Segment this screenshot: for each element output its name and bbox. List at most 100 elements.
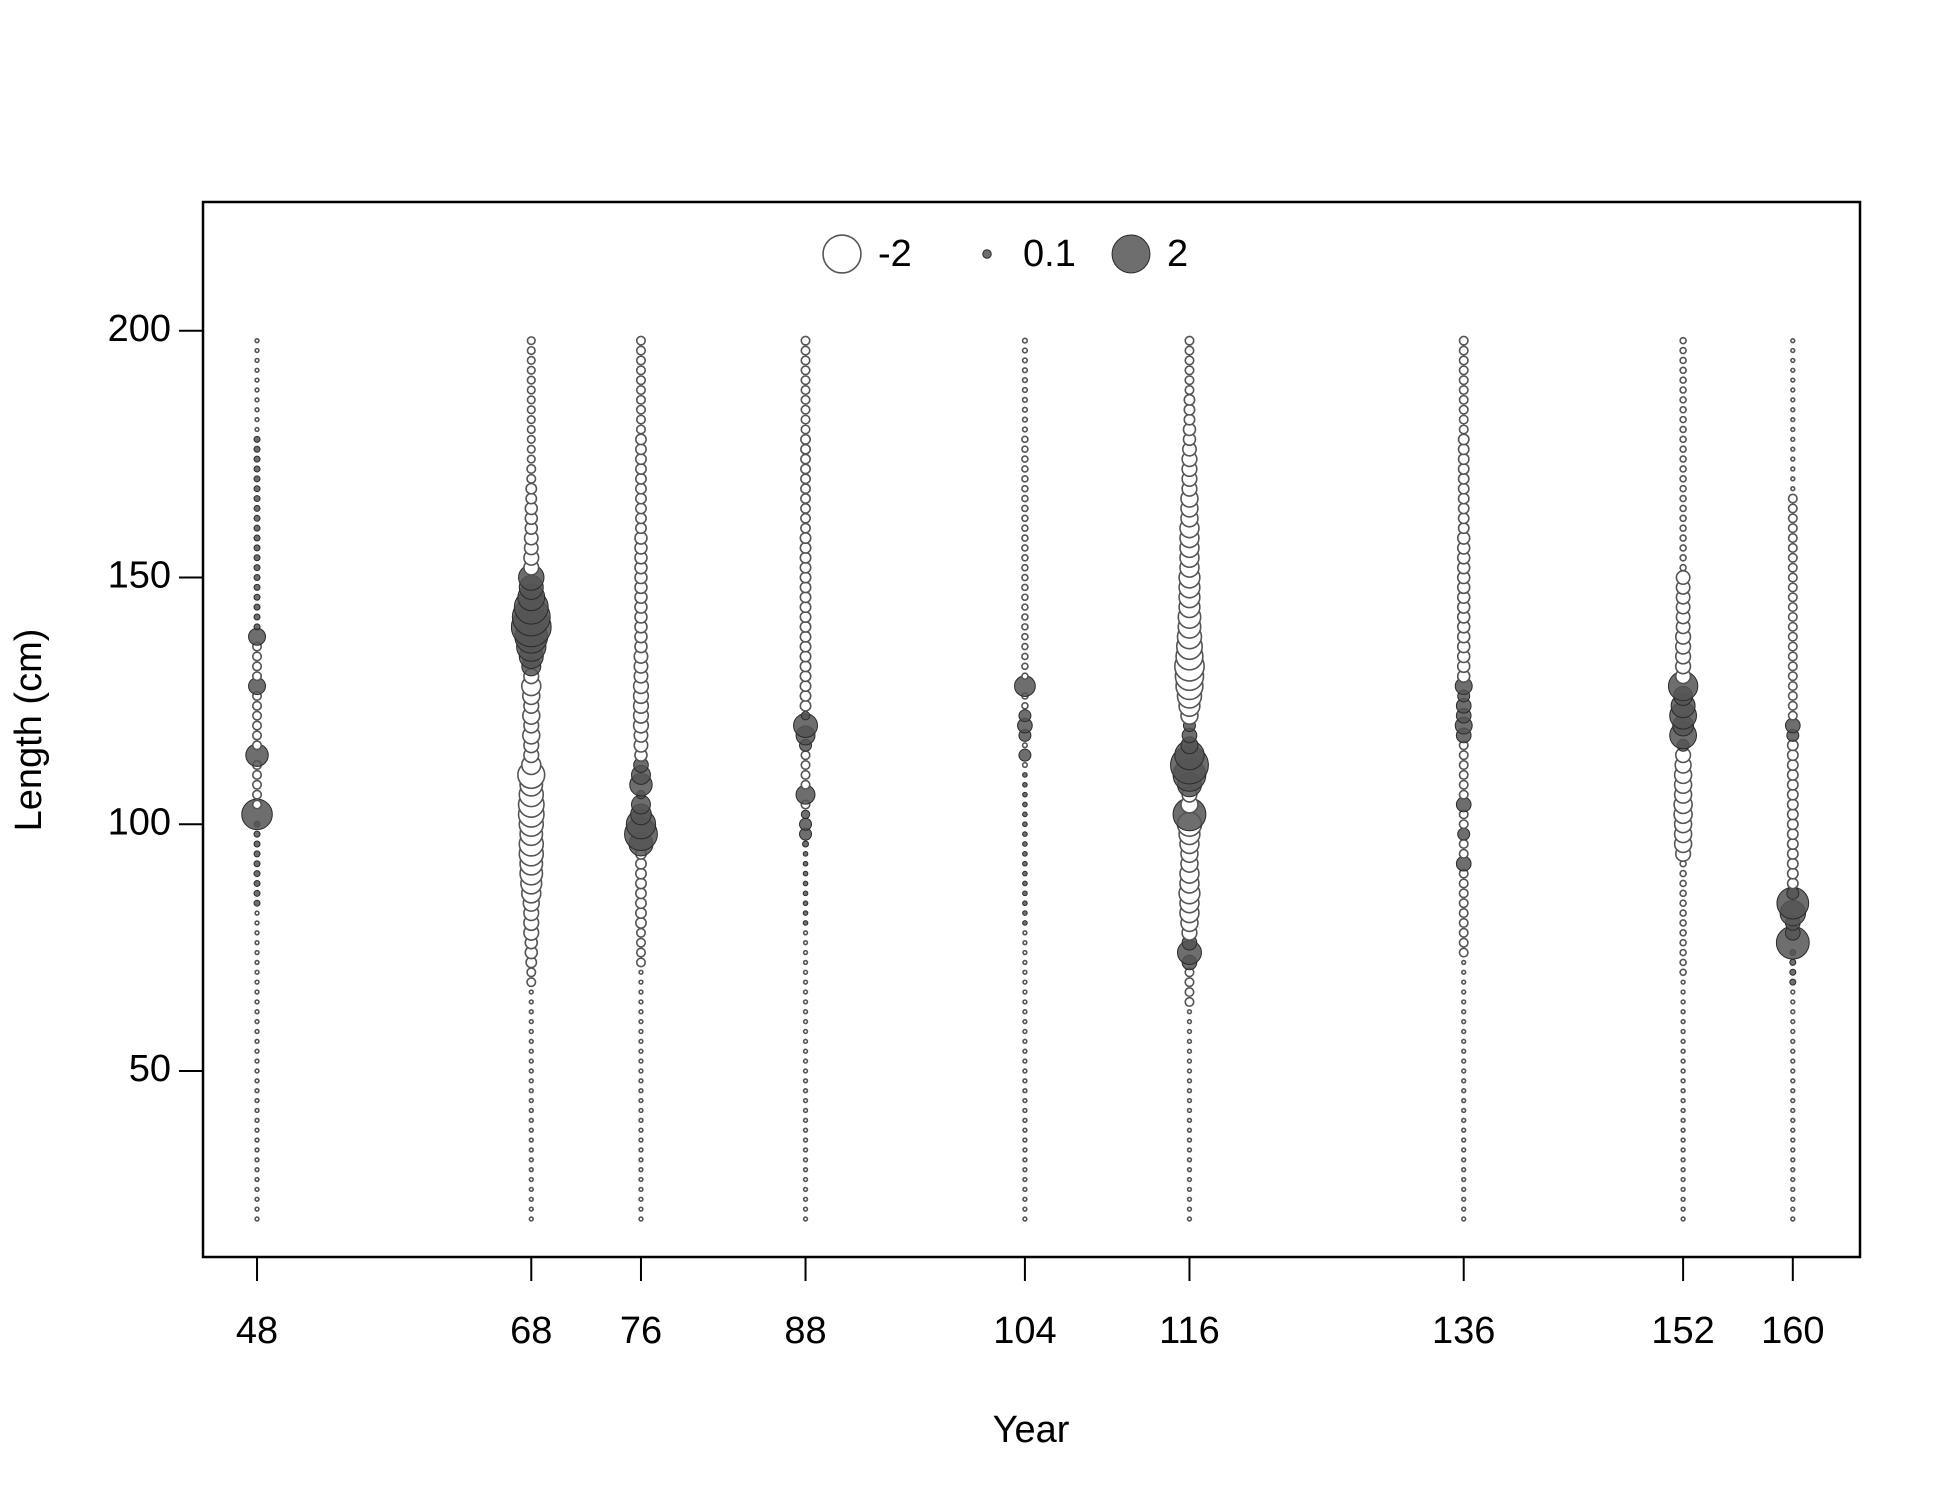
bubble	[802, 1088, 809, 1094]
bubble	[1022, 1127, 1028, 1133]
bubble	[253, 465, 261, 473]
bubble	[1679, 899, 1687, 907]
bubble	[1786, 749, 1799, 762]
bubble	[251, 779, 263, 790]
bubble	[1186, 1117, 1193, 1124]
bubble	[1458, 888, 1469, 899]
bubble	[799, 640, 812, 653]
bubble	[1787, 621, 1798, 632]
bubble	[254, 1186, 260, 1193]
bubble	[254, 999, 260, 1005]
bubble	[638, 1018, 644, 1025]
bubble	[1021, 563, 1029, 572]
bubble	[1021, 573, 1029, 582]
bubble	[638, 1009, 644, 1015]
bubble	[635, 365, 647, 376]
bubble	[799, 541, 812, 554]
bubble	[526, 434, 536, 444]
bubble	[1790, 357, 1796, 364]
bubble	[1787, 681, 1798, 692]
bubble	[800, 463, 811, 475]
bubble	[1022, 1038, 1028, 1045]
bubble	[638, 989, 644, 995]
bubble	[251, 769, 263, 780]
bubble	[251, 799, 263, 810]
y-tick-label: 200	[108, 308, 171, 350]
bubble	[253, 574, 261, 582]
bubble	[799, 601, 812, 614]
bubble	[1679, 504, 1687, 513]
bubble	[526, 336, 536, 346]
x-tick-label: 68	[510, 1310, 552, 1352]
bubble	[1186, 1088, 1193, 1094]
bubble	[1789, 958, 1797, 966]
bubble	[1786, 798, 1799, 811]
bubble	[1790, 1097, 1796, 1104]
bubble	[1680, 989, 1686, 995]
bubble	[1022, 772, 1028, 778]
bubble	[1461, 969, 1467, 975]
bubble	[1021, 761, 1029, 769]
bubble	[1186, 1018, 1193, 1025]
bubble	[1786, 818, 1799, 831]
bubble	[802, 840, 810, 848]
bubble	[802, 969, 809, 975]
bubble	[799, 630, 812, 643]
bubble	[1458, 927, 1469, 938]
bubble	[1022, 1137, 1028, 1143]
bubble	[802, 1127, 809, 1133]
bubble	[1021, 484, 1029, 493]
bubble	[1021, 475, 1029, 483]
bubble	[1786, 857, 1799, 870]
bubble	[1790, 989, 1796, 995]
bubble	[253, 475, 261, 483]
bubble	[634, 857, 647, 870]
bubble	[799, 591, 812, 604]
bubble	[1790, 1117, 1796, 1124]
bubble	[1790, 1176, 1796, 1183]
bubble	[800, 433, 811, 445]
bubble	[1786, 768, 1799, 781]
bubble	[800, 335, 811, 346]
bubble	[1679, 475, 1687, 483]
bubble	[1680, 1048, 1686, 1054]
bubble	[1790, 1068, 1796, 1074]
bubble	[1787, 503, 1798, 514]
legend-label: 2	[1167, 233, 1188, 275]
bubble	[1458, 908, 1469, 919]
bubble	[1790, 1038, 1796, 1045]
bubble	[1787, 710, 1798, 721]
bubble	[1022, 860, 1028, 867]
bubble	[1790, 387, 1796, 393]
bubble	[800, 345, 811, 356]
bubble	[1458, 937, 1469, 948]
bubble	[802, 999, 809, 1005]
bubble	[1679, 366, 1687, 375]
bubble	[253, 603, 261, 611]
bubble	[1022, 801, 1028, 808]
bubble	[1021, 465, 1029, 473]
bubble	[254, 1088, 260, 1094]
bubble	[802, 1009, 809, 1015]
bubble	[1458, 898, 1469, 909]
bubble	[1021, 494, 1029, 503]
bubble	[634, 453, 647, 466]
bubble	[1022, 1166, 1028, 1173]
bubble	[254, 920, 260, 926]
bubble	[1679, 553, 1687, 562]
bubble	[1787, 671, 1798, 682]
bubble	[1679, 484, 1687, 493]
bubble	[1021, 435, 1029, 444]
bubble	[1186, 1127, 1193, 1133]
bubble	[1461, 1058, 1467, 1064]
bubble	[1790, 1147, 1796, 1153]
bubble	[638, 1166, 644, 1173]
bubble	[1680, 999, 1686, 1005]
bubble	[1787, 552, 1798, 563]
bubble	[1786, 828, 1799, 841]
bubble	[1461, 1068, 1467, 1074]
bubble	[254, 1117, 260, 1124]
bubble	[1186, 1157, 1193, 1163]
bubble	[254, 1038, 260, 1045]
bubble	[254, 387, 260, 393]
